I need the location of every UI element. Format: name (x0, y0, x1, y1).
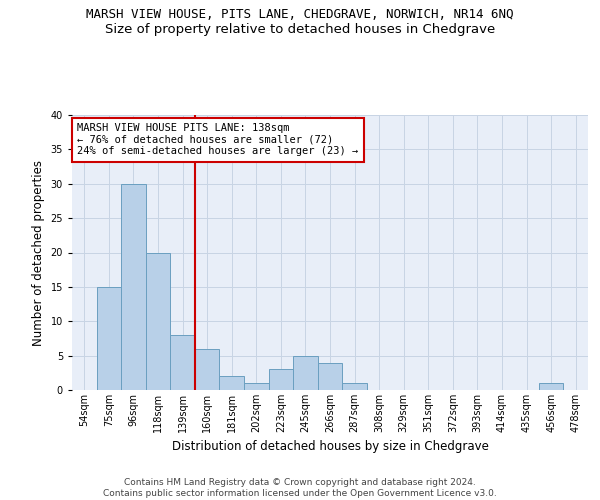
Text: MARSH VIEW HOUSE PITS LANE: 138sqm
← 76% of detached houses are smaller (72)
24%: MARSH VIEW HOUSE PITS LANE: 138sqm ← 76%… (77, 123, 358, 156)
Bar (220, 376, 244, 390)
Text: Size of property relative to detached houses in Chedgrave: Size of property relative to detached ho… (105, 22, 495, 36)
Bar (318, 362, 342, 390)
Bar (121, 184, 146, 390)
Bar (170, 335, 195, 390)
Bar (269, 370, 293, 390)
Y-axis label: Number of detached properties: Number of detached properties (32, 160, 45, 346)
Bar (539, 383, 563, 390)
Bar (342, 383, 367, 390)
Text: MARSH VIEW HOUSE, PITS LANE, CHEDGRAVE, NORWICH, NR14 6NQ: MARSH VIEW HOUSE, PITS LANE, CHEDGRAVE, … (86, 8, 514, 20)
X-axis label: Distribution of detached houses by size in Chedgrave: Distribution of detached houses by size … (172, 440, 488, 454)
Bar (146, 252, 170, 390)
Bar (97, 287, 121, 390)
Bar (195, 349, 220, 390)
Bar (244, 383, 269, 390)
Bar (293, 356, 318, 390)
Text: Contains HM Land Registry data © Crown copyright and database right 2024.
Contai: Contains HM Land Registry data © Crown c… (103, 478, 497, 498)
